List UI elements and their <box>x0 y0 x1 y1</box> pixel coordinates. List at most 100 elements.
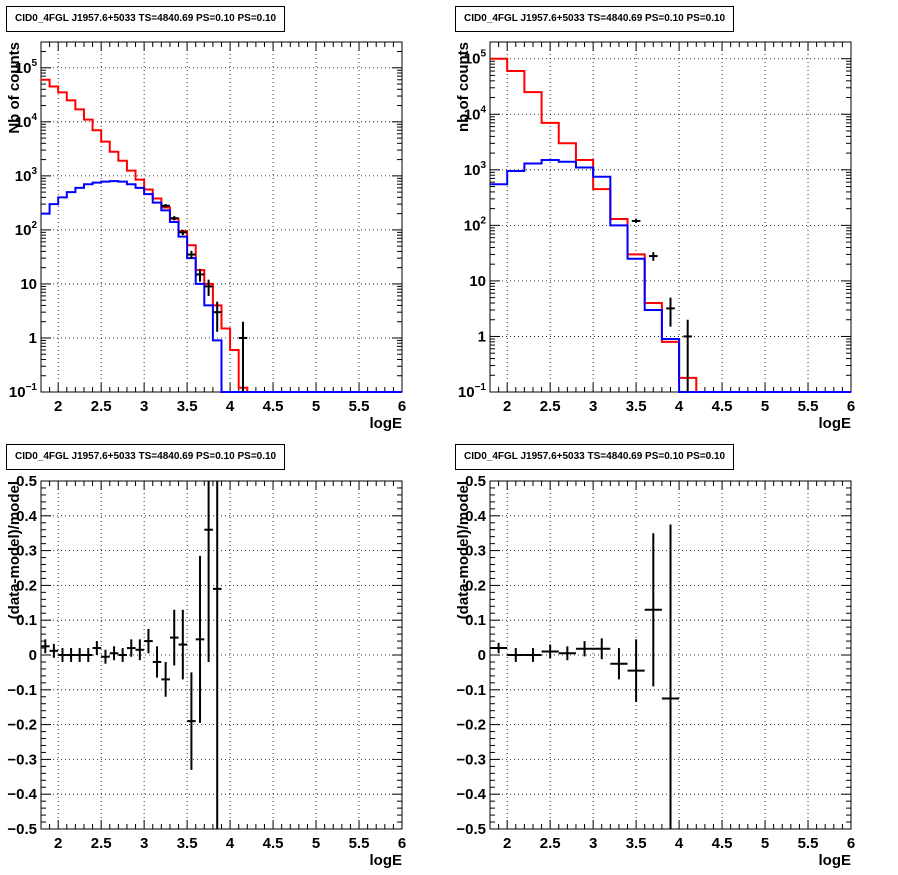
y-tick-label: −0.2 <box>456 717 486 734</box>
y-tick-label: 103 <box>15 166 38 185</box>
ticks <box>40 480 403 830</box>
y-tick-label: 10 <box>469 273 486 290</box>
data-point <box>126 639 136 657</box>
data-point <box>161 661 170 697</box>
x-tick-label: 3 <box>140 835 148 852</box>
data-point <box>58 648 67 662</box>
data-point <box>575 641 594 657</box>
x-tick-label: 4.5 <box>263 835 284 852</box>
y-axis-label: (data-model)/model <box>455 481 472 619</box>
data-point <box>109 646 119 661</box>
y-tick-label: 102 <box>464 215 487 234</box>
y-tick-label: 103 <box>464 160 487 179</box>
data-point <box>212 481 222 829</box>
x-tick-label: 3 <box>589 835 597 852</box>
y-tick-label: −0.3 <box>456 751 486 768</box>
y-tick-label: −0.1 <box>456 682 486 699</box>
data-point <box>524 648 542 662</box>
y-tick-label: −0.5 <box>456 821 486 838</box>
y-tick-label: 0 <box>478 647 486 664</box>
y-tick-label: 10 <box>20 276 37 293</box>
grid <box>41 42 403 393</box>
data-point <box>152 646 162 678</box>
y-tick-label: 104 <box>464 104 487 123</box>
data-point <box>135 639 145 661</box>
data-point <box>187 250 196 259</box>
data-point <box>610 648 628 680</box>
data-point <box>178 229 188 236</box>
data-point <box>666 297 675 327</box>
x-axis-label: logE <box>819 415 852 432</box>
data-point <box>204 279 213 296</box>
data-point <box>169 609 179 666</box>
y-tick-label: 10−1 <box>9 382 38 401</box>
data-point <box>541 644 559 659</box>
x-tick-label: 2.5 <box>540 835 561 852</box>
x-tick-label: 3 <box>589 398 597 415</box>
x-tick-label: 4 <box>226 835 235 852</box>
data-point <box>238 321 248 392</box>
data-point <box>75 648 84 662</box>
histogram-series-2 <box>490 159 851 393</box>
x-tick-label: 5 <box>312 398 320 415</box>
x-axis-label: logE <box>370 415 403 432</box>
data-point <box>83 648 93 662</box>
x-axis-label: logE <box>819 852 852 869</box>
data-point <box>212 301 222 332</box>
x-tick-label: 3.5 <box>177 398 198 415</box>
data-point <box>195 268 205 282</box>
data-point <box>49 643 59 658</box>
ticks <box>489 480 852 830</box>
y-tick-label: 0.5 <box>16 473 37 490</box>
ticks <box>489 41 852 393</box>
data-point <box>101 649 110 664</box>
x-tick-label: 5 <box>312 835 320 852</box>
y-tick-label: −0.4 <box>7 786 37 803</box>
x-tick-label: 6 <box>398 398 406 415</box>
x-tick-label: 2 <box>54 835 62 852</box>
chart-title-bottom-left: CID0_4FGL J1957.6+5033 TS=4840.69 PS=0.1… <box>6 444 286 470</box>
y-tick-label: −0.5 <box>7 821 37 838</box>
x-tick-label: 4.5 <box>263 398 284 415</box>
x-tick-label: 4.5 <box>712 398 733 415</box>
x-tick-label: 2.5 <box>91 398 112 415</box>
data-point <box>558 646 576 661</box>
y-tick-label: 0.2 <box>16 577 37 594</box>
x-tick-label: 5.5 <box>349 835 370 852</box>
y-tick-label: 102 <box>15 220 38 239</box>
data-point <box>631 219 641 224</box>
y-tick-label: 0.5 <box>465 473 486 490</box>
chart-title-top-left: CID0_4FGL J1957.6+5033 TS=4840.69 PS=0.1… <box>6 6 286 32</box>
x-tick-label: 3.5 <box>177 835 198 852</box>
data-point <box>169 216 179 221</box>
x-tick-label: 5.5 <box>798 398 819 415</box>
data-point <box>92 641 102 655</box>
x-tick-label: 5 <box>761 835 769 852</box>
data-point <box>66 648 76 662</box>
y-tick-label: 0.4 <box>16 508 38 525</box>
y-tick-label: 0.4 <box>465 508 487 525</box>
data-point <box>161 204 170 208</box>
y-tick-label: 0 <box>29 647 37 664</box>
y-tick-label: −0.2 <box>7 717 37 734</box>
y-tick-label: −0.4 <box>456 786 486 803</box>
x-tick-label: 5 <box>761 398 769 415</box>
y-tick-label: 0.2 <box>465 577 486 594</box>
data-point <box>187 672 196 770</box>
y-axis-label: (data-model)/model <box>6 481 23 619</box>
y-tick-label: 1 <box>29 330 37 347</box>
y-tick-label: 0.3 <box>465 543 486 560</box>
y-axis-label: nb of counts <box>455 42 472 132</box>
y-tick-label: 0.1 <box>16 612 37 629</box>
x-tick-label: 6 <box>847 398 855 415</box>
data-point <box>649 252 658 261</box>
chart-title-bottom-right: CID0_4FGL J1957.6+5033 TS=4840.69 PS=0.1… <box>455 444 735 470</box>
y-tick-label: 10−1 <box>458 382 487 401</box>
x-tick-label: 3.5 <box>626 398 647 415</box>
data-point <box>144 628 153 654</box>
data-point <box>644 533 662 687</box>
y-tick-label: 0.1 <box>465 612 486 629</box>
x-tick-label: 6 <box>398 835 406 852</box>
